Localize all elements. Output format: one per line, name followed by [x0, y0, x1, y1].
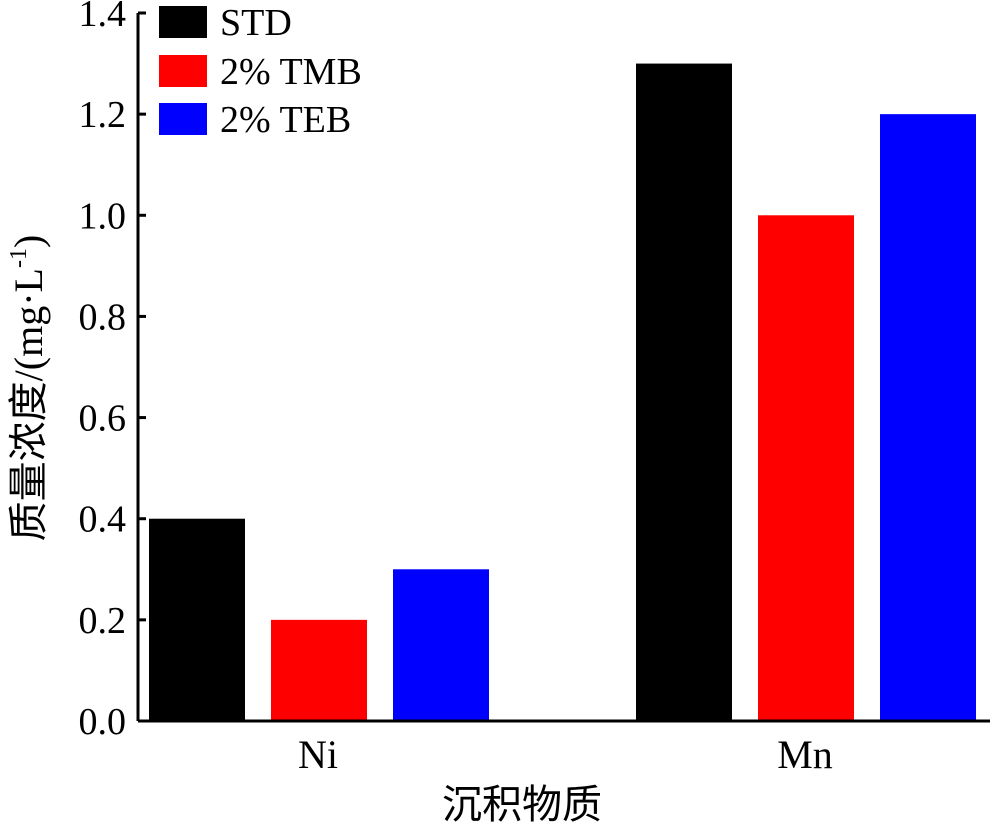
y-tick-label: 0.8 — [79, 296, 127, 338]
x-category-label: Ni — [298, 732, 338, 777]
y-axis-title-main: 质量浓度/(mg·L — [6, 268, 51, 541]
y-ticks-group: 0.0 0.2 0.4 0.6 0.8 1.0 1.2 1.4 — [79, 0, 146, 743]
legend-label: 2% TMB — [220, 51, 362, 93]
x-category-label: Mn — [777, 732, 833, 777]
bars-group — [149, 63, 976, 722]
bar-mn-series-2 — [880, 114, 976, 721]
axes-group — [136, 13, 990, 723]
y-axis-title-suffix: ) — [6, 235, 51, 248]
legend: STD 2% TMB 2% TEB — [159, 2, 362, 141]
legend-label: STD — [220, 2, 292, 44]
x-categories-group: Ni Mn — [298, 732, 833, 777]
bar-mn-series-0 — [636, 63, 732, 722]
bar-ni-series-2 — [393, 569, 489, 721]
y-tick-label: 1.4 — [79, 0, 127, 35]
y-tick-label: 0.0 — [79, 701, 127, 743]
y-tick-label: 0.4 — [79, 499, 127, 541]
y-tick-label: 1.0 — [79, 195, 127, 237]
y-axis-title-superscript: -1 — [6, 248, 32, 268]
bar-ni-series-1 — [271, 619, 367, 721]
legend-swatch — [159, 103, 207, 135]
legend-swatch — [159, 6, 207, 38]
bar-mn-series-1 — [758, 215, 854, 722]
y-tick-label: 0.6 — [79, 398, 127, 440]
y-tick-label: 1.2 — [79, 94, 127, 136]
legend-swatch — [159, 55, 207, 87]
x-axis-title: 沉积物质 — [442, 782, 602, 827]
y-tick-label: 0.2 — [79, 600, 127, 642]
legend-label: 2% TEB — [220, 99, 351, 141]
bar-ni-series-0 — [149, 518, 245, 721]
y-axis-title: 质量浓度/(mg·L-1) — [6, 235, 51, 542]
